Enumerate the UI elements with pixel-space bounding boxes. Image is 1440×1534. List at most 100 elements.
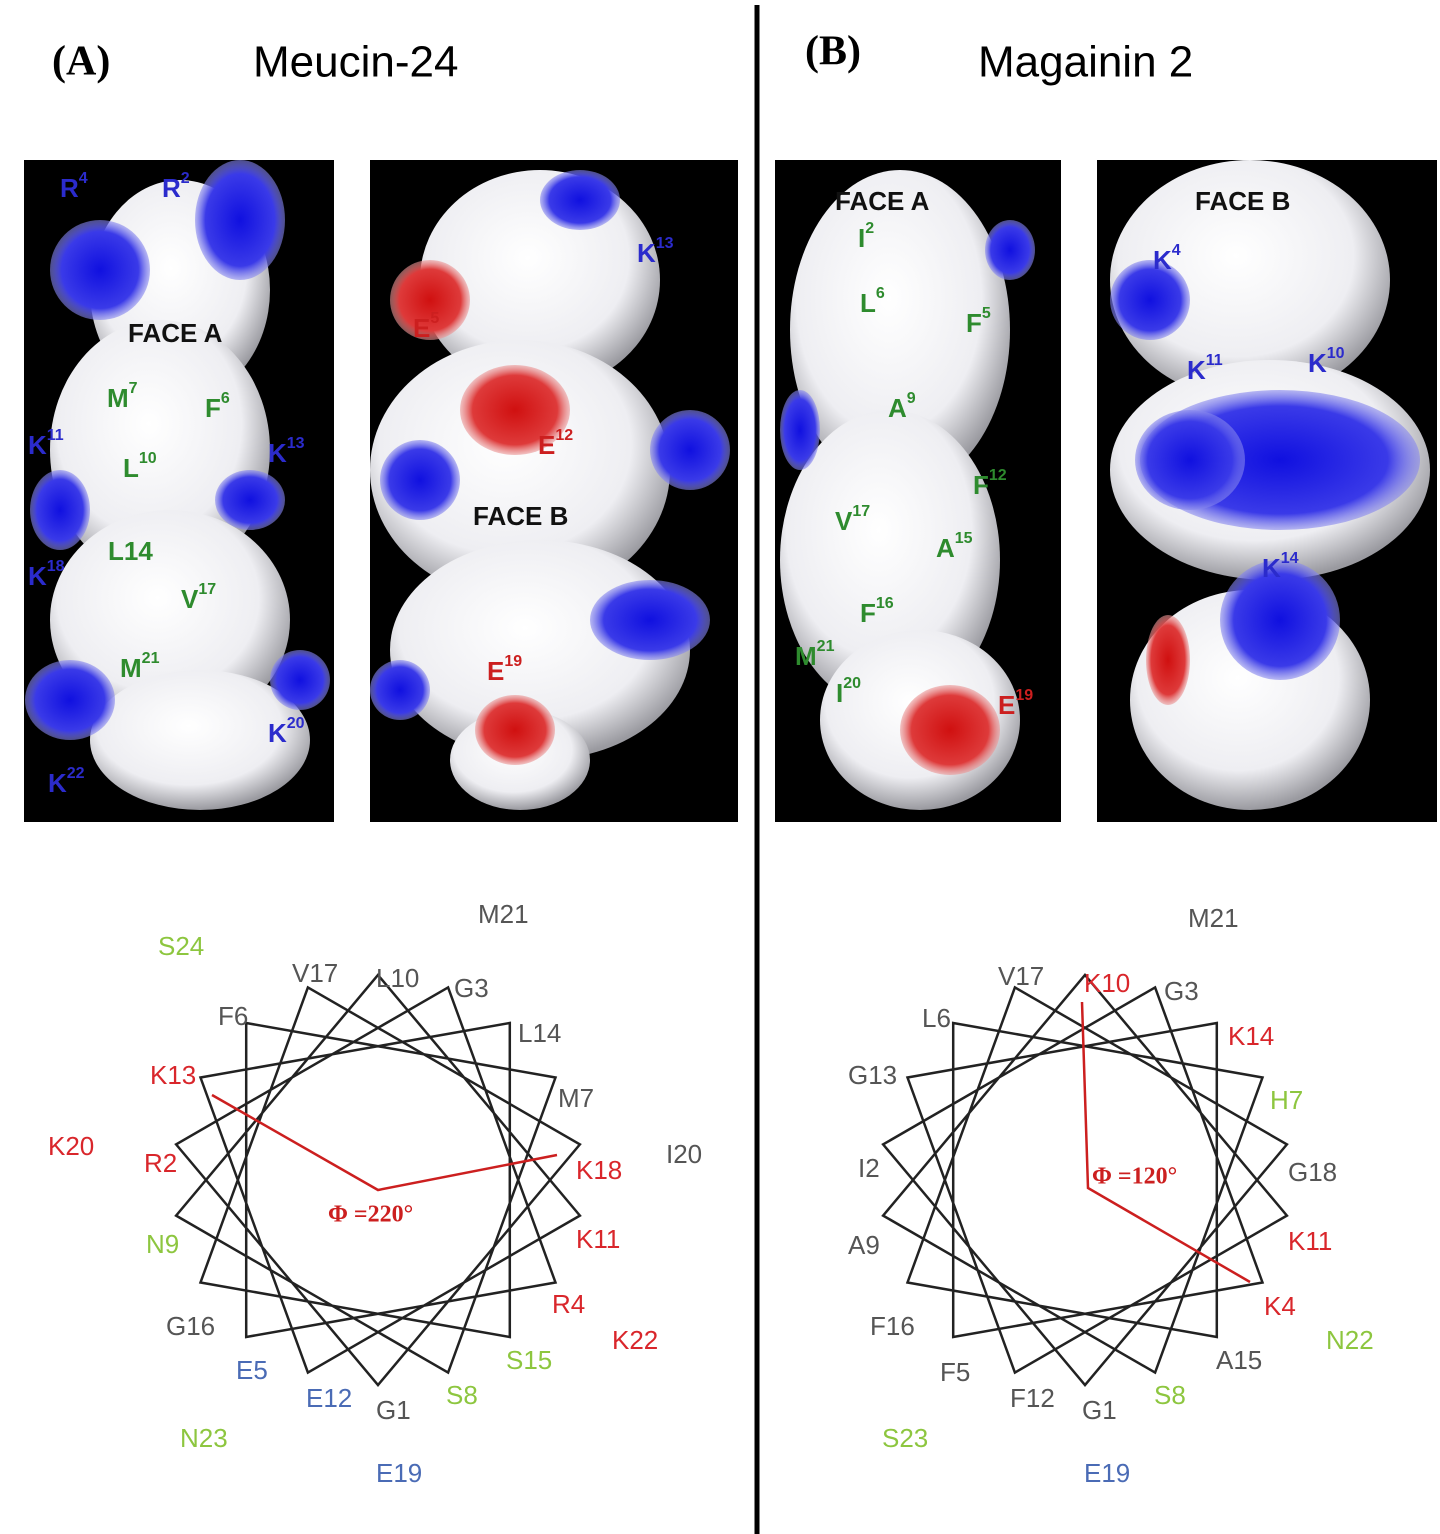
residue-label: M21	[795, 638, 835, 671]
surface-blob	[1220, 560, 1340, 680]
wheel-label: E5	[236, 1355, 268, 1385]
wheel-label: N22	[1326, 1325, 1374, 1355]
wheel-label: H7	[1270, 1085, 1303, 1115]
wheel-label: A15	[1216, 1345, 1262, 1375]
residue-name: E	[538, 430, 555, 460]
residue-name: I	[836, 678, 843, 708]
residue-label: I20	[836, 675, 861, 708]
residue-name: L14	[108, 536, 153, 566]
residue-number: 9	[907, 390, 916, 407]
residue-name: FACE B	[1195, 186, 1290, 216]
residue-number: 12	[555, 427, 573, 444]
residue-name: K	[1187, 355, 1206, 385]
wheel-label: M7	[558, 1083, 594, 1113]
residue-label: F6	[205, 390, 230, 423]
surface-blob	[50, 220, 150, 320]
residue-number: 2	[865, 220, 874, 237]
residue-label: K11	[28, 427, 64, 460]
surface-blob	[195, 160, 285, 280]
wheel-label: G13	[848, 1060, 897, 1090]
residue-name: E	[413, 313, 430, 343]
residue-number: 10	[1327, 345, 1345, 362]
wheel-label: I2	[858, 1153, 880, 1183]
residue-label: K22	[48, 765, 85, 798]
residue-label: R4	[60, 170, 88, 203]
wheel-label: G1	[376, 1395, 411, 1425]
phi-label: Φ =120°	[1092, 1164, 1177, 1190]
wheel-label: G16	[166, 1311, 215, 1341]
residue-label: L6	[860, 285, 885, 318]
residue-number: 10	[139, 450, 157, 467]
surface-blob	[25, 660, 115, 740]
residue-label: K11	[1187, 352, 1223, 385]
wheel-label: E19	[376, 1458, 422, 1488]
wheel-label: I20	[666, 1139, 702, 1169]
wheel-label: N23	[180, 1423, 228, 1453]
residue-name: V	[181, 584, 199, 614]
residue-name: K	[268, 438, 287, 468]
surface-blob	[1110, 260, 1190, 340]
surface-blob	[370, 340, 670, 600]
wheel-label: S23	[882, 1423, 928, 1453]
wheel-label: F16	[870, 1311, 915, 1341]
surface-blob	[90, 670, 310, 810]
residue-name: FACE B	[473, 501, 568, 531]
surface-blob	[650, 410, 730, 490]
surface-blob	[380, 440, 460, 520]
residue-number: 16	[876, 595, 894, 612]
wheel-label: L14	[518, 1018, 561, 1048]
wheel-label: K18	[576, 1155, 622, 1185]
residue-label: K13	[637, 235, 674, 268]
residue-label: K13	[268, 435, 305, 468]
wheel-label: V17	[292, 958, 338, 988]
residue-name: K	[1153, 245, 1172, 275]
surface-blob	[50, 320, 270, 580]
residue-name: K	[1262, 553, 1281, 583]
residue-number: 20	[843, 675, 861, 692]
surface-blob	[1110, 160, 1390, 400]
wheel-label: L6	[922, 1003, 951, 1033]
residue-name: I	[858, 223, 865, 253]
residue-name: K	[48, 768, 67, 798]
wheel-label: G18	[1288, 1157, 1337, 1187]
residue-label: F12	[973, 467, 1007, 500]
residue-number: 6	[876, 285, 885, 302]
phi-angle	[211, 1093, 558, 1192]
residue-number: 17	[198, 581, 216, 598]
surface-blob	[1135, 410, 1245, 510]
residue-label: E5	[413, 310, 439, 343]
helical-wheel	[174, 973, 582, 1387]
residue-name: FACE A	[835, 186, 930, 216]
wheel-label: K14	[1228, 1021, 1274, 1051]
surface-blob	[590, 580, 710, 660]
residue-label: K20	[268, 715, 305, 748]
residue-name: F	[205, 393, 221, 423]
residue-label: K14	[1262, 550, 1299, 583]
residue-number: 11	[1206, 352, 1223, 369]
residue-label: K10	[1308, 345, 1345, 378]
wheel-label: L10	[376, 963, 419, 993]
residue-number: 21	[817, 638, 835, 655]
residue-name: V	[835, 506, 853, 536]
residue-number: 11	[47, 427, 64, 444]
wheel-label: M21	[1188, 903, 1239, 933]
wheel-label: K4	[1264, 1291, 1296, 1321]
residue-name: F	[973, 470, 989, 500]
phi-angle	[1080, 1001, 1251, 1284]
wheel-label: E12	[306, 1383, 352, 1413]
wheel-label: V17	[998, 961, 1044, 991]
wheel-label: F6	[218, 1001, 248, 1031]
residue-number: 13	[287, 435, 305, 452]
residue-label: E19	[487, 653, 522, 686]
residue-label: F5	[966, 305, 991, 338]
residue-number: 21	[142, 650, 160, 667]
wheel-label: G3	[454, 973, 489, 1003]
residue-name: L	[123, 453, 139, 483]
residue-name: E	[998, 690, 1015, 720]
wheel-label: E19	[1084, 1458, 1130, 1488]
residue-number: 5	[430, 310, 439, 327]
residue-number: 12	[989, 467, 1007, 484]
wheel-label: M21	[478, 899, 529, 929]
